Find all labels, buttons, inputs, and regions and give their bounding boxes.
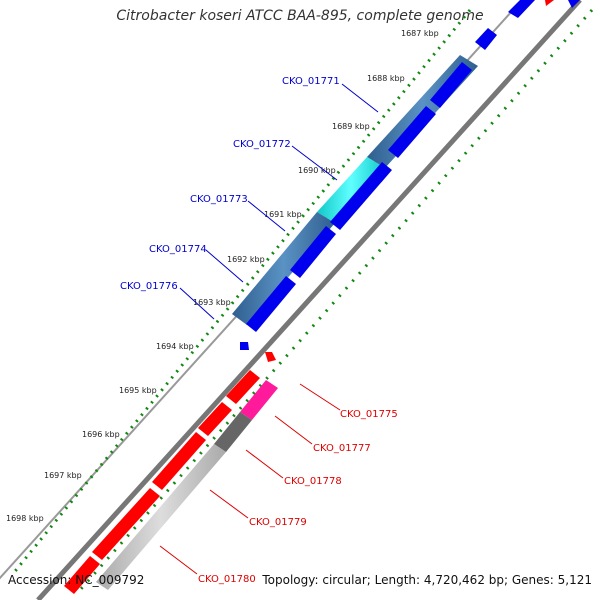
forward-cds — [246, 276, 296, 332]
genome-backbone-outer — [36, 0, 582, 600]
gc-content-track — [10, 9, 472, 576]
feature-gray-dark — [214, 412, 252, 452]
forward-cds — [240, 342, 249, 350]
gene-leader-line — [245, 449, 284, 479]
reverse-cds-track — [64, 0, 554, 594]
forward-cds — [388, 106, 436, 158]
gene-label-reverse[interactable]: CKO_01778 — [284, 476, 342, 487]
ruler-tick-label: 1696 kbp — [82, 430, 120, 439]
gene-label-reverse[interactable]: CKO_01780 — [198, 574, 256, 585]
reverse-gene-labels: CKO_01775 CKO_01777 CKO_01778 CKO_01779 … — [159, 383, 398, 585]
ruler: 1687 kbp 1688 kbp 1689 kbp 1690 kbp 1691… — [6, 29, 439, 523]
gene-label-forward[interactable]: CKO_01774 — [149, 244, 207, 255]
gene-leader-line — [159, 545, 198, 575]
gc-skew-track — [78, 9, 594, 591]
reverse-cds — [545, 0, 554, 6]
ruler-tick-label: 1698 kbp — [6, 514, 44, 523]
accession-label: Accession: NC_009792 — [8, 573, 145, 587]
reverse-cds — [152, 432, 206, 490]
reverse-cds — [265, 352, 276, 362]
annotation-track-reverse — [96, 380, 278, 590]
forward-cds — [568, 0, 580, 8]
genome-title: Citrobacter koseri ATCC BAA-895, complet… — [116, 8, 484, 24]
gene-leader-line — [209, 489, 249, 519]
feature-gray-light — [96, 444, 226, 590]
reverse-cds — [92, 488, 160, 560]
gene-leader-line — [205, 249, 244, 283]
gene-leader-line — [274, 415, 313, 445]
ruler-tick-label: 1690 kbp — [298, 166, 336, 175]
ruler-tick-label: 1689 kbp — [332, 122, 370, 131]
forward-gene-labels: CKO_01771 CKO_01772 CKO_01773 CKO_01774 … — [120, 76, 379, 320]
forward-cds — [430, 62, 472, 108]
forward-cds — [508, 0, 535, 18]
reverse-cds — [226, 370, 260, 404]
gene-label-reverse[interactable]: CKO_01779 — [249, 517, 307, 528]
gene-label-forward[interactable]: CKO_01771 — [282, 76, 340, 87]
reverse-cds — [198, 402, 232, 436]
gene-leader-line — [299, 383, 341, 411]
feature-steel-2 — [232, 212, 335, 325]
ruler-tick-label: 1694 kbp — [156, 342, 194, 351]
feature-magenta — [240, 380, 278, 420]
gene-leader-line — [179, 287, 215, 320]
ruler-tick-label: 1697 kbp — [44, 471, 82, 480]
gene-leader-line — [291, 145, 338, 181]
feature-cyan — [317, 157, 385, 223]
ruler-tick-label: 1693 kbp — [193, 298, 231, 307]
reverse-cds — [64, 556, 100, 594]
forward-cds-track — [240, 0, 580, 350]
gene-label-reverse[interactable]: CKO_01775 — [340, 409, 398, 420]
gene-label-reverse[interactable]: CKO_01777 — [313, 443, 371, 454]
gene-leader-line — [247, 200, 286, 232]
forward-cds — [475, 28, 497, 50]
gene-label-forward[interactable]: CKO_01773 — [190, 194, 248, 205]
ruler-tick-label: 1688 kbp — [367, 74, 405, 83]
gene-leader-line — [341, 83, 379, 113]
forward-cds — [330, 162, 392, 230]
ruler-tick-label: 1691 kbp — [264, 210, 302, 219]
ruler-tick-label: 1692 kbp — [227, 255, 265, 264]
genome-summary: Topology: circular; Length: 4,720,462 bp… — [262, 573, 592, 587]
gene-label-forward[interactable]: CKO_01772 — [233, 139, 291, 150]
ruler-tick-label: 1687 kbp — [401, 29, 439, 38]
gene-label-forward[interactable]: CKO_01776 — [120, 281, 178, 292]
ruler-tick-label: 1695 kbp — [119, 386, 157, 395]
forward-cds — [290, 226, 336, 278]
